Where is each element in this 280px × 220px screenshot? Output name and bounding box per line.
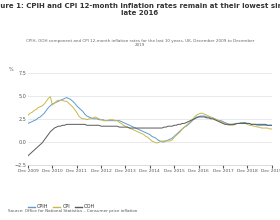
Text: CPIH, OOH component and CPI 12-month inflation rates for the last 10 years, UK, : CPIH, OOH component and CPI 12-month inf… (26, 38, 254, 47)
Text: %: % (8, 67, 13, 72)
Text: Source: Office for National Statistics – Consumer price inflation: Source: Office for National Statistics –… (8, 209, 138, 213)
Legend: CPIH, CPI, OOH: CPIH, CPI, OOH (25, 203, 97, 211)
Text: Figure 1: CPIH and CPI 12-month inflation rates remain at their lowest since
lat: Figure 1: CPIH and CPI 12-month inflatio… (0, 3, 280, 16)
